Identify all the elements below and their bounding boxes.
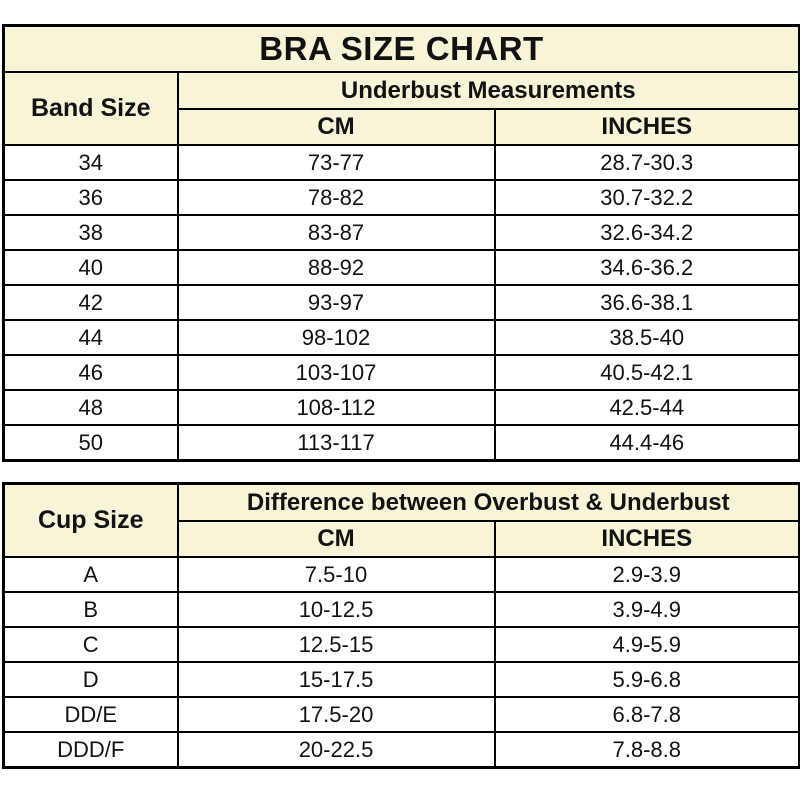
group-header-row: Cup Size Difference between Overbust & U… xyxy=(2,482,800,558)
cm-cell: 12.5-15 xyxy=(176,626,496,663)
underbust-group-header: Underbust Measurements xyxy=(176,71,800,110)
inches-cell: 6.8-7.8 xyxy=(493,696,800,733)
inches-cell: 38.5-40 xyxy=(493,319,800,356)
chart-title: BRA SIZE CHART xyxy=(2,24,800,73)
cm-cell: 113-117 xyxy=(176,424,496,462)
band-size-table: BRA SIZE CHART Band Size Underbust Measu… xyxy=(2,24,800,462)
cm-cell: 10-12.5 xyxy=(176,591,496,628)
table-row: DD/E 17.5-20 6.8-7.8 xyxy=(2,696,800,733)
cm-cell: 78-82 xyxy=(176,179,496,216)
table-row: A 7.5-10 2.9-3.9 xyxy=(2,556,800,593)
cm-cell: 83-87 xyxy=(176,214,496,251)
cup-size-cell: DD/E xyxy=(2,696,179,733)
inches-cell: 3.9-4.9 xyxy=(493,591,800,628)
band-size-cell: 36 xyxy=(2,179,179,216)
inches-cell: 44.4-46 xyxy=(493,424,800,462)
cup-size-column-header: Cup Size xyxy=(2,482,179,558)
inches-column-header: INCHES xyxy=(493,108,800,146)
table-row: D 15-17.5 5.9-6.8 xyxy=(2,661,800,698)
cm-cell: 93-97 xyxy=(176,284,496,321)
cm-cell: 98-102 xyxy=(176,319,496,356)
inches-cell: 28.7-30.3 xyxy=(493,144,800,181)
table-row: 48 108-112 42.5-44 xyxy=(2,389,800,426)
table-row: DDD/F 20-22.5 7.8-8.8 xyxy=(2,731,800,769)
inches-cell: 40.5-42.1 xyxy=(493,354,800,391)
inches-column-header: INCHES xyxy=(493,520,800,558)
cm-cell: 15-17.5 xyxy=(176,661,496,698)
band-size-cell: 50 xyxy=(2,424,179,462)
cup-size-cell: C xyxy=(2,626,179,663)
cm-cell: 103-107 xyxy=(176,354,496,391)
cm-cell: 88-92 xyxy=(176,249,496,286)
unit-header-row: CM INCHES xyxy=(4,108,800,146)
cup-size-cell: DDD/F xyxy=(2,731,179,769)
inches-cell: 5.9-6.8 xyxy=(493,661,800,698)
band-size-cell: 44 xyxy=(2,319,179,356)
table-row: 40 88-92 34.6-36.2 xyxy=(2,249,800,286)
cm-column-header: CM xyxy=(176,108,496,146)
inches-cell: 32.6-34.2 xyxy=(493,214,800,251)
band-size-cell: 34 xyxy=(2,144,179,181)
cup-size-table: Cup Size Difference between Overbust & U… xyxy=(2,482,800,769)
table-row: 42 93-97 36.6-38.1 xyxy=(2,284,800,321)
band-size-cell: 38 xyxy=(2,214,179,251)
cup-size-cell: B xyxy=(2,591,179,628)
band-size-column-header: Band Size xyxy=(2,71,179,146)
group-header-row: Band Size Underbust Measurements xyxy=(2,71,800,146)
inches-cell: 4.9-5.9 xyxy=(493,626,800,663)
cm-cell: 73-77 xyxy=(176,144,496,181)
band-size-cell: 40 xyxy=(2,249,179,286)
difference-group-header: Difference between Overbust & Underbust xyxy=(176,482,800,522)
table-row: B 10-12.5 3.9-4.9 xyxy=(2,591,800,628)
inches-cell: 30.7-32.2 xyxy=(493,179,800,216)
cm-column-header: CM xyxy=(176,520,496,558)
table-row: 50 113-117 44.4-46 xyxy=(2,424,800,462)
cm-cell: 7.5-10 xyxy=(176,556,496,593)
inches-cell: 42.5-44 xyxy=(493,389,800,426)
table-row: 34 73-77 28.7-30.3 xyxy=(2,144,800,181)
table-row: C 12.5-15 4.9-5.9 xyxy=(2,626,800,663)
cm-cell: 20-22.5 xyxy=(176,731,496,769)
band-size-cell: 46 xyxy=(2,354,179,391)
cm-cell: 108-112 xyxy=(176,389,496,426)
cup-size-cell: D xyxy=(2,661,179,698)
inches-cell: 34.6-36.2 xyxy=(493,249,800,286)
inches-cell: 7.8-8.8 xyxy=(493,731,800,769)
table-row: 44 98-102 38.5-40 xyxy=(2,319,800,356)
table-row: 46 103-107 40.5-42.1 xyxy=(2,354,800,391)
table-row: 38 83-87 32.6-34.2 xyxy=(2,214,800,251)
unit-header-row: CM INCHES xyxy=(4,520,800,558)
inches-cell: 2.9-3.9 xyxy=(493,556,800,593)
cm-cell: 17.5-20 xyxy=(176,696,496,733)
table-row: 36 78-82 30.7-32.2 xyxy=(2,179,800,216)
inches-cell: 36.6-38.1 xyxy=(493,284,800,321)
title-row: BRA SIZE CHART xyxy=(2,24,800,73)
band-size-cell: 42 xyxy=(2,284,179,321)
band-size-cell: 48 xyxy=(2,389,179,426)
cup-size-cell: A xyxy=(2,556,179,593)
